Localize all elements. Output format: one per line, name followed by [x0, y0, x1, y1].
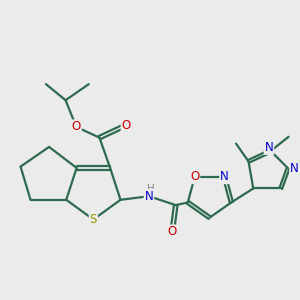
Text: O: O: [167, 225, 177, 239]
Text: O: O: [72, 120, 81, 134]
Text: N: N: [265, 141, 273, 154]
Text: O: O: [122, 118, 131, 132]
Text: H: H: [147, 184, 155, 194]
Text: N: N: [145, 190, 153, 203]
Text: O: O: [190, 170, 199, 183]
Text: S: S: [90, 213, 97, 226]
Text: N: N: [290, 162, 299, 175]
Text: N: N: [220, 170, 229, 183]
